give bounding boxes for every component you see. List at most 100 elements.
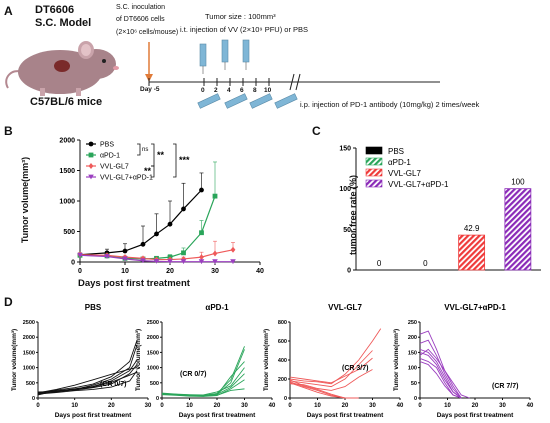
x-tick-label: 20 — [108, 403, 115, 409]
legend-marker — [88, 141, 94, 147]
subplot-title: PBS — [85, 303, 102, 312]
timeline-day-4: 4 — [227, 87, 231, 94]
series-line-3 — [79, 254, 233, 263]
tumor-growth-line — [419, 351, 462, 399]
x-tick-label: 20 — [342, 403, 349, 409]
data-point — [199, 230, 204, 236]
model-type: S.C. Model — [35, 17, 92, 29]
tumor-growth-line — [419, 361, 462, 399]
data-point — [167, 259, 173, 265]
tumor-growth-line — [37, 340, 138, 394]
data-point — [230, 259, 236, 265]
data-point — [122, 248, 128, 254]
x-tick-label: 30 — [499, 403, 506, 409]
y-tick-label: 50 — [411, 381, 417, 387]
significance-label: ** — [144, 166, 152, 176]
y-axis-label: Tumor volume(mm³) — [263, 329, 270, 391]
subplot-title: VVL-GL7+αPD-1 — [444, 303, 506, 312]
x-tick-label: 10 — [314, 403, 321, 409]
panel-b-chart: 0 10 20 30 40 0 500 1000 1500 2000 PBS αPD-1 VVL-GL7… — [59, 138, 264, 276]
series-line-0 — [79, 189, 202, 256]
y-tick-label: 1000 — [23, 366, 35, 372]
x-tick-label: 40 — [397, 403, 404, 409]
legend-label: αPD-1 — [388, 158, 411, 167]
y-tick-label: 1000 — [147, 366, 159, 372]
y-axis-label: Tumor volume(mm³) — [135, 329, 142, 391]
y-tick-label: 0 — [284, 396, 287, 402]
tumor-growth-line — [37, 371, 138, 394]
x-tick-label: 20 — [166, 268, 174, 275]
x-tick-label: 0 — [160, 403, 164, 409]
x-tick-label: 40 — [256, 268, 264, 275]
y-tick-label: 2000 — [23, 335, 35, 341]
x-axis-label: Days post first treatment — [437, 412, 514, 419]
y-tick-label: 0 — [156, 396, 159, 402]
y-tick-label: 100 — [408, 366, 417, 372]
timeline-day-6: 6 — [240, 87, 244, 94]
y-tick-label: 500 — [150, 381, 159, 387]
y-tick-label: 400 — [278, 358, 287, 364]
x-axis-label: Days post first treatment — [179, 412, 256, 419]
y-axis-label: Tumor volume(mm³) — [393, 329, 400, 391]
y-tick-label: 2000 — [59, 138, 75, 145]
panel-c-chart: 0 50 100 150 0 0 42.9 100 PBS αPD-1 VVL-GL7 VVL-GL7… — [339, 146, 541, 275]
data-point — [212, 250, 218, 257]
data-point — [154, 231, 159, 237]
inoculation-line1: S.C. inoculation — [116, 4, 166, 11]
bar — [504, 188, 532, 271]
data-point — [198, 259, 205, 265]
tumor-growth-line — [289, 350, 373, 388]
legend-swatch — [365, 146, 383, 155]
ip-injection-label: i.p. injection of PD-1 antibody (10mg/kg… — [300, 100, 480, 109]
significance-bracket — [151, 165, 155, 178]
significance-bracket — [151, 143, 155, 167]
panel-b-ylabel: Tumor volume(mm³) — [20, 156, 30, 244]
legend-marker — [88, 152, 94, 158]
legend-label: αPD-1 — [100, 153, 120, 160]
legend-label: VVL-GL7+αPD-1 — [388, 180, 449, 189]
data-point — [153, 258, 160, 264]
tumor-growth-line — [37, 370, 138, 395]
y-tick-label: 200 — [278, 377, 287, 383]
data-point — [199, 187, 204, 193]
tumor-growth-line — [289, 369, 373, 391]
tumor-size-label: Tumor size : 100mm³ — [205, 12, 276, 21]
x-tick-label: 10 — [121, 268, 129, 275]
significance-bracket — [173, 143, 177, 178]
legend-label: PBS — [100, 142, 114, 149]
subplot-title: VVL-GL7 — [328, 303, 362, 312]
data-point — [104, 254, 110, 259]
significance-bracket — [137, 143, 141, 156]
y-tick-label: 500 — [63, 229, 75, 236]
data-point — [140, 241, 146, 247]
panel-a-letter: A — [4, 4, 13, 18]
y-tick-label: 50 — [343, 227, 351, 234]
bar-value-label: 42.9 — [464, 224, 480, 233]
data-point — [181, 250, 186, 256]
x-tick-label: 30 — [145, 403, 152, 409]
x-tick-label: 40 — [269, 403, 276, 409]
tumor-growth-line — [289, 381, 359, 399]
data-point — [181, 206, 186, 212]
panel-c-letter: C — [312, 124, 321, 138]
tumor-growth-line — [37, 364, 138, 396]
legend-marker — [88, 174, 94, 180]
legend-swatch — [365, 157, 383, 166]
y-tick-label: 2500 — [147, 320, 159, 326]
bar-value-label: 0 — [423, 259, 428, 268]
data-point — [212, 193, 218, 199]
tumor-growth-line — [289, 379, 346, 399]
x-tick-label: 30 — [211, 268, 219, 275]
y-axis-label: Tumor volume(mm³) — [11, 329, 18, 391]
significance-label: *** — [179, 155, 190, 165]
series-line-1 — [79, 195, 216, 260]
inoculation-line3: (2×10⁶ cells/mouse) — [116, 29, 179, 36]
x-tick-label: 10 — [71, 403, 78, 409]
significance-label: ** — [157, 150, 165, 160]
y-tick-label: 600 — [278, 339, 287, 345]
legend-label: PBS — [388, 147, 404, 156]
x-tick-label: 10 — [444, 403, 451, 409]
y-tick-label: 150 — [408, 350, 417, 356]
tumor-growth-line — [289, 357, 373, 384]
bar — [458, 234, 486, 271]
